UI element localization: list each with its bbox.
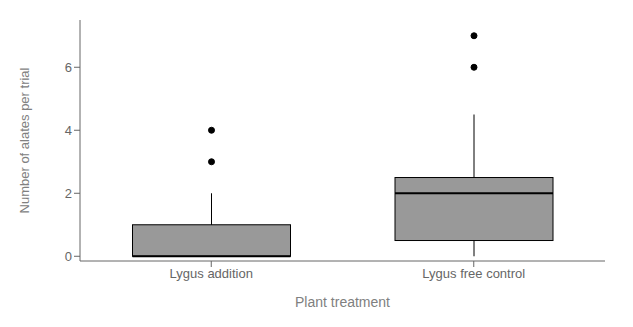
svg-text:Number of alates per trial: Number of alates per trial [17, 67, 32, 213]
svg-text:Plant treatment: Plant treatment [295, 294, 390, 310]
svg-text:0: 0 [65, 249, 72, 264]
svg-text:2: 2 [65, 186, 72, 201]
svg-text:4: 4 [65, 123, 72, 138]
svg-text:Lygus addition: Lygus addition [170, 266, 253, 281]
svg-text:6: 6 [65, 60, 72, 75]
svg-text:Lygus free control: Lygus free control [422, 266, 525, 281]
